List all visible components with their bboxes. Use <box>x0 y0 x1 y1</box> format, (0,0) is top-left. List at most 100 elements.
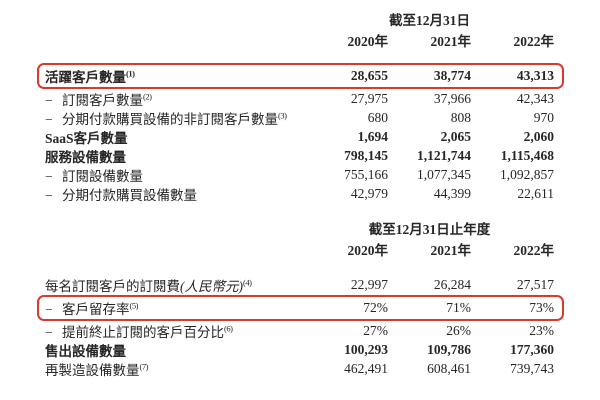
section1-rows: 活躍客戶數量(1) 28,655 38,774 43,313 − 訂閱客戶數量(2… <box>37 62 564 203</box>
metric-value: 73% <box>529 300 554 315</box>
metric-value: 808 <box>450 110 471 125</box>
table-row-subscription-customers: − 訂閱客戶數量(2) 27,975 37,966 42,343 <box>45 89 554 108</box>
report-table-section-1: 截至12月31日 2020年 2021年 2022年 活躍客戶數量(1) 28,… <box>37 12 564 203</box>
metric-label: − 客戶留存率(5) <box>45 298 305 318</box>
period-header: 截至12月31日止年度 <box>368 222 491 237</box>
dash-prefix: − <box>45 92 53 108</box>
metric-label-text: 售出設備數量 <box>45 343 126 359</box>
header-spacer <box>45 221 305 259</box>
metric-label-note: (人民幣元) <box>180 278 243 294</box>
metric-value: 72% <box>363 300 388 315</box>
metric-value: 608,461 <box>427 361 471 376</box>
metric-value: 38,774 <box>433 68 471 83</box>
section2-column-group: 截至12月31日止年度 2020年 2021年 2022年 <box>305 221 555 259</box>
section2-header: 截至12月31日止年度 2020年 2021年 2022年 <box>45 221 555 259</box>
metric-label: − 分期付款購買設備數量 <box>45 184 305 204</box>
metric-label-text: SaaS客戶數量 <box>45 130 128 146</box>
metric-value: 2,065 <box>440 129 471 144</box>
year-header: 2020年 <box>347 34 389 49</box>
metric-label-text: 分期付款購買設備的非訂閱客戶數量 <box>62 111 278 127</box>
metric-value: 26% <box>446 323 471 338</box>
metric-value: 109,786 <box>427 342 471 357</box>
period-header: 截至12月31日 <box>389 13 470 28</box>
metric-label: 服務設備數量 <box>45 146 305 166</box>
year-header: 2022年 <box>513 34 555 49</box>
metric-label-text: 服務設備數量 <box>45 149 126 165</box>
year-header-row: 2020年 2021年 2022年 <box>305 33 555 50</box>
metric-value: 27% <box>363 323 388 338</box>
metric-value: 739,743 <box>510 361 554 376</box>
header-spacer <box>45 12 305 50</box>
section2-rows: 每名訂閱客戶的訂閱費(人民幣元)(4) 22,997 26,284 27,517… <box>37 275 564 378</box>
table-row-active-customers: 活躍客戶數量(1) 28,655 38,774 43,313 <box>37 62 564 89</box>
metric-label: − 訂閱設備數量 <box>45 165 305 185</box>
metric-label: − 提前終止訂閱的客戶百分比(6) <box>45 321 305 341</box>
metric-value: 1,115,468 <box>500 148 554 163</box>
metric-value: 755,166 <box>344 167 388 182</box>
metric-label: − 訂閱客戶數量(2) <box>45 89 305 109</box>
metric-value: 28,655 <box>350 68 388 83</box>
dash-prefix: − <box>45 111 53 127</box>
metric-label-text: 分期付款購買設備數量 <box>62 187 197 203</box>
metric-value: 462,491 <box>344 361 388 376</box>
metric-value: 23% <box>529 323 554 338</box>
table-row-service-devices: 服務設備數量 798,145 1,121,744 1,115,468 <box>45 146 554 165</box>
section1-column-group: 截至12月31日 2020年 2021年 2022年 <box>305 12 555 50</box>
footnote-marker: (6) <box>224 323 233 333</box>
metric-value: 42,979 <box>350 186 388 201</box>
metric-value: 1,077,345 <box>417 167 471 182</box>
metric-label-text: 客戶留存率 <box>62 301 130 317</box>
metric-value: 42,343 <box>516 91 554 106</box>
metric-value: 100,293 <box>344 342 388 357</box>
report-table-section-2: 截至12月31日止年度 2020年 2021年 2022年 每名訂閱客戶的訂閱費… <box>37 221 564 378</box>
table-row-early-termination: − 提前終止訂閱的客戶百分比(6) 27% 26% 23% <box>45 321 554 340</box>
table-row-installment-noncustomer: − 分期付款購買設備的非訂閱客戶數量(3) 680 808 970 <box>45 108 554 127</box>
table-row-subscription-fee: 每名訂閱客戶的訂閱費(人民幣元)(4) 22,997 26,284 27,517 <box>45 275 554 294</box>
table-row-customer-retention: − 客戶留存率(5) 72% 71% 73% <box>37 294 564 321</box>
metric-value: 1,092,857 <box>500 167 554 182</box>
metric-label-text: 活躍客戶數量 <box>45 69 126 85</box>
table-row-devices-sold: 售出設備數量 100,293 109,786 177,360 <box>45 340 554 359</box>
metric-value: 798,145 <box>344 148 388 163</box>
metric-value: 26,284 <box>433 277 471 292</box>
metric-value: 71% <box>446 300 471 315</box>
table-row-subscription-devices: − 訂閱設備數量 755,166 1,077,345 1,092,857 <box>45 165 554 184</box>
footnote-marker: (5) <box>129 300 139 310</box>
dash-prefix: − <box>45 324 53 340</box>
dash-prefix: − <box>45 168 53 184</box>
metric-label-text: 訂閱設備數量 <box>62 168 143 184</box>
metric-label: 再製造設備數量(7) <box>45 359 305 379</box>
metric-label: SaaS客戶數量 <box>45 127 305 147</box>
metric-value: 22,997 <box>350 277 388 292</box>
year-header: 2020年 <box>347 243 389 258</box>
metric-value: 1,121,744 <box>417 148 471 163</box>
metric-label: 活躍客戶數量(1) <box>45 66 305 86</box>
footnote-marker: (7) <box>139 361 149 371</box>
metric-value: 44,399 <box>433 186 471 201</box>
year-header: 2022年 <box>513 243 555 258</box>
footnote-marker: (1) <box>126 68 135 78</box>
year-header: 2021年 <box>430 34 472 49</box>
metric-value: 680 <box>367 110 388 125</box>
table-row-installment-devices: − 分期付款購買設備數量 42,979 44,399 22,611 <box>45 184 554 203</box>
section1-header: 截至12月31日 2020年 2021年 2022年 <box>45 12 555 50</box>
table-row-remanufactured-devices: 再製造設備數量(7) 462,491 608,461 739,743 <box>45 359 554 378</box>
metric-value: 37,966 <box>433 91 471 106</box>
metric-value: 43,313 <box>516 68 554 83</box>
metric-label: 每名訂閱客戶的訂閱費(人民幣元)(4) <box>45 275 305 295</box>
metric-value: 27,517 <box>516 277 554 292</box>
footnote-marker: (2) <box>143 91 152 101</box>
dash-prefix: − <box>45 187 53 203</box>
metric-label: 售出設備數量 <box>45 340 305 360</box>
metric-value: 970 <box>533 110 554 125</box>
metric-label-text: 訂閱客戶數量 <box>62 92 143 108</box>
dash-prefix: − <box>45 301 53 317</box>
year-header-row: 2020年 2021年 2022年 <box>305 242 555 259</box>
year-header: 2021年 <box>430 243 472 258</box>
footnote-marker: (4) <box>243 277 252 287</box>
table-row-saas-customers: SaaS客戶數量 1,694 2,065 2,060 <box>45 127 554 146</box>
metric-label-text: 每名訂閱客戶的訂閱費 <box>45 278 180 294</box>
metric-value: 27,975 <box>350 91 388 106</box>
metric-value: 177,360 <box>510 342 554 357</box>
